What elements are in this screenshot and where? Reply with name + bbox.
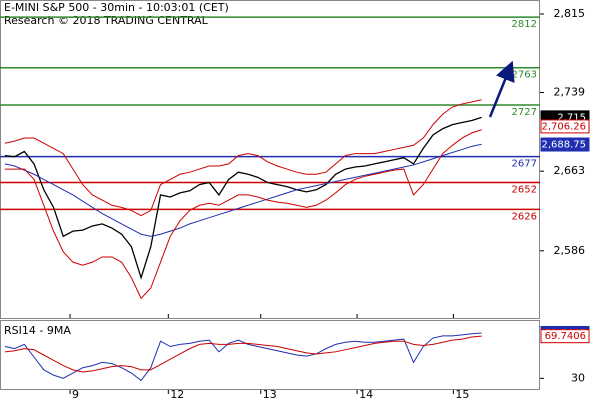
series-line	[4, 332, 482, 382]
rsi-panel	[0, 320, 540, 390]
y-tick-label: 2,815	[554, 7, 586, 20]
level-label: 2652	[512, 185, 537, 196]
rsi-label: RSI14 - 9MA	[4, 324, 71, 337]
y-tick-label: 2,739	[554, 86, 586, 99]
price-badge-label: 2,706.26	[541, 121, 586, 132]
series-line	[4, 335, 482, 373]
x-tick-label: 14	[359, 388, 373, 400]
x-tick-label: 12	[170, 388, 184, 400]
level-label: 2677	[512, 159, 537, 170]
price-badge-label: 2,688.75	[541, 140, 586, 151]
level-label: 2727	[512, 107, 537, 118]
y-tick-label: 2,663	[554, 164, 586, 177]
y-tick-label: 30	[571, 371, 585, 384]
price-badge-label: 2,715	[557, 112, 586, 123]
y-tick-label: 2,586	[554, 244, 586, 257]
chart-subtitle: Research © 2018 TRADING CENTRAL	[4, 14, 209, 27]
level-label: 2763	[512, 70, 537, 81]
price-badge-label: 69.7406	[545, 331, 586, 342]
level-label: 2812	[512, 19, 537, 30]
x-tick-label: 13	[263, 388, 277, 400]
x-tick-label: 15	[455, 388, 469, 400]
series-line	[4, 116, 482, 280]
series-line	[4, 99, 482, 217]
x-tick-label: 9	[72, 388, 79, 400]
chart-title: E-MINI S&P 500 - 30min - 10:03:01 (CET)	[4, 1, 229, 14]
series-line	[4, 129, 482, 300]
price-badge	[540, 329, 590, 344]
level-label: 2626	[512, 211, 537, 222]
price-badge	[540, 119, 590, 134]
series-line	[4, 143, 482, 237]
price-badge	[540, 137, 590, 152]
forecast-arrow	[488, 60, 515, 118]
price-panel	[0, 0, 540, 319]
